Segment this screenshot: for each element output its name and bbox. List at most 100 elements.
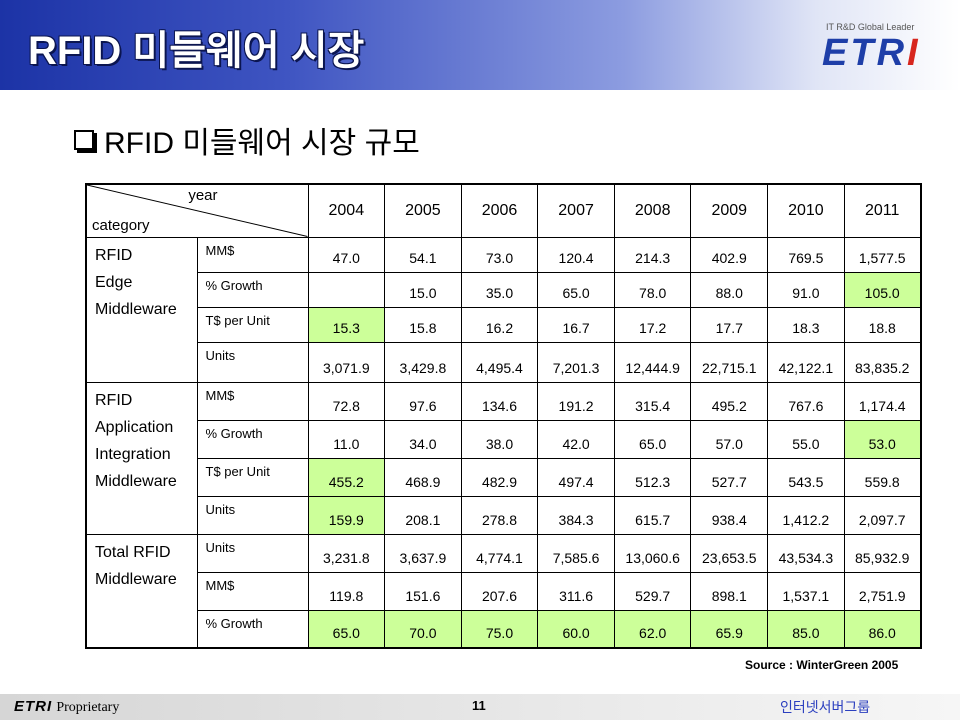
value-cell: 70.0 [384,609,462,649]
category-cell: Total RFID Middleware [85,533,198,649]
metric-label: % Growth [196,271,309,308]
value-cell: 3,071.9 [307,341,386,383]
table-row: RFID Application Integration Middleware MM$ 7… [85,381,922,535]
source-note: Source : WinterGreen 2005 [745,658,899,672]
value-cell: 13,060.6 [613,533,692,573]
value-cell [307,271,386,308]
category-cell: RFID Edge Middleware [85,236,198,383]
checkbox-bullet-icon [74,130,94,150]
value-cell: 12,444.9 [613,341,692,383]
value-cell: 15.8 [384,306,462,343]
etri-logo: ETRI [822,32,921,75]
value-cell: 42.0 [537,419,615,459]
value-cell: 191.2 [537,381,615,421]
value-cell: 769.5 [767,236,845,273]
category-label-line: Middleware [95,300,177,318]
corner-header-cell: year category [85,183,309,238]
value-cell: 65.9 [690,609,769,649]
value-cell: 151.6 [384,571,462,611]
page-number: 11 [472,698,486,713]
table-row: Units 159.9 208.1 278.8 384.3 615.7 938.4 1,412… [86,495,922,535]
year-header: 2005 [384,183,462,238]
value-cell: 83,835.2 [843,341,922,383]
category-label-line: RFID [95,246,133,264]
value-cell: 65.0 [537,271,615,308]
value-cell: 384.3 [537,495,615,535]
value-cell: 2,097.7 [843,495,922,535]
value-cell: 88.0 [690,271,769,308]
section-heading: RFID 미들웨어 시장 규모 [74,118,420,162]
metric-label: Units [196,341,309,383]
value-cell: 53.0 [843,419,922,459]
footer-logo: ETRI [14,698,53,715]
value-cell: 402.9 [690,236,769,273]
category-label-line: Edge [95,273,133,291]
value-cell: 86.0 [843,609,922,649]
value-cell: 85.0 [767,609,845,649]
value-cell: 7,201.3 [537,341,615,383]
value-cell: 120.4 [537,236,615,273]
year-header: 2004 [307,183,386,238]
value-cell: 767.6 [767,381,845,421]
category-cell: RFID Application Integration Middleware [85,381,198,535]
year-header: 2010 [767,183,845,238]
value-cell: 207.6 [460,571,539,611]
year-header: 2008 [613,183,692,238]
logo-text: ETRI [822,32,921,74]
year-header: 2007 [537,183,615,238]
value-cell: 898.1 [690,571,769,611]
category-label-line: Application [95,418,174,436]
section-heading-text: RFID 미들웨어 시장 규모 [104,127,420,160]
value-cell: 119.8 [307,571,386,611]
metric-label: % Growth [196,419,309,459]
value-cell: 18.3 [767,306,845,343]
table-row: % Growth 11.0 34.0 38.0 42.0 65.0 57.0 55.0 53.0 [86,419,922,459]
value-cell: 38.0 [460,419,539,459]
table-row: T$ per Unit 455.2 468.9 482.9 497.4 512.3 527.… [86,457,922,497]
value-cell: 527.7 [690,457,769,497]
value-cell: 78.0 [613,271,692,308]
value-cell: 4,495.4 [460,341,539,383]
value-cell: 73.0 [460,236,539,273]
category-label-line: Middleware [95,472,177,490]
corner-category-label: category [92,216,150,234]
category-label-line: RFID [95,391,133,409]
value-cell: 3,429.8 [384,341,462,383]
value-cell: 208.1 [384,495,462,535]
value-cell: 97.6 [384,381,462,421]
table-row: T$ per Unit 15.3 15.8 16.2 16.7 17.2 17.7 18.3 1… [86,306,922,343]
group-name: 인터넷서버그룹 [780,699,871,715]
value-cell: 22,715.1 [690,341,769,383]
value-cell: 42,122.1 [767,341,845,383]
value-cell: 7,585.6 [537,533,615,573]
value-cell: 214.3 [613,236,692,273]
value-cell: 105.0 [843,271,922,308]
value-cell: 2,751.9 [843,571,922,611]
year-header: 2011 [843,183,922,238]
value-cell: 1,412.2 [767,495,845,535]
value-cell: 512.3 [613,457,692,497]
value-cell: 16.2 [460,306,539,343]
metric-label: % Growth [196,609,309,649]
slide-title: RFID 미들웨어 시장 [28,29,365,73]
header-row: year category 2004 2005 2006 2007 2008 2… [85,183,922,238]
value-cell: 134.6 [460,381,539,421]
value-cell: 455.2 [307,457,386,497]
value-cell: 278.8 [460,495,539,535]
value-cell: 529.7 [613,571,692,611]
footer-brand: ETRI Proprietary [14,698,119,716]
value-cell: 482.9 [460,457,539,497]
table-row: % Growth 15.0 35.0 65.0 78.0 88.0 91.0 105.0 [86,271,922,308]
value-cell: 543.5 [767,457,845,497]
category-label-line: Integration [95,445,171,463]
value-cell: 85,932.9 [843,533,922,573]
value-cell: 311.6 [537,571,615,611]
value-cell: 3,637.9 [384,533,462,573]
metric-label: MM$ [196,381,309,421]
value-cell: 468.9 [384,457,462,497]
footer-proprietary: Proprietary [56,700,120,715]
value-cell: 11.0 [307,419,386,459]
value-cell: 62.0 [613,609,692,649]
value-cell: 1,537.1 [767,571,845,611]
value-cell: 91.0 [767,271,845,308]
